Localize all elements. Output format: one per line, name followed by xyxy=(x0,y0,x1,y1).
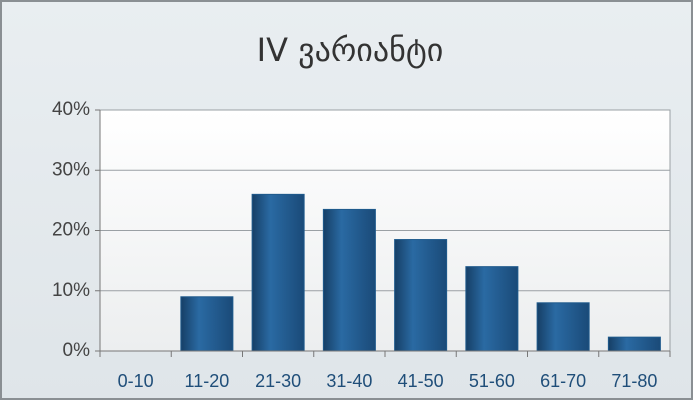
x-tick-label: 71-80 xyxy=(611,371,657,391)
x-tick-label: 41-50 xyxy=(398,371,444,391)
bar xyxy=(322,208,376,352)
bar xyxy=(465,266,519,352)
x-tick-label: 61-70 xyxy=(540,371,586,391)
y-tick-label: 0% xyxy=(63,340,91,361)
y-tick-label: 30% xyxy=(52,159,90,180)
x-tick-label: 31-40 xyxy=(326,371,372,391)
bar xyxy=(607,336,661,352)
x-tick-label: 51-60 xyxy=(469,371,515,391)
y-tick-label: 40% xyxy=(52,99,90,120)
bar xyxy=(394,239,448,352)
bar xyxy=(536,302,590,352)
x-tick-label: 21-30 xyxy=(255,371,301,391)
chart-title: IV ვარიანტი xyxy=(257,31,444,69)
y-tick-label: 10% xyxy=(52,280,90,301)
bar xyxy=(180,296,234,352)
bar xyxy=(251,193,305,352)
y-tick-label: 20% xyxy=(52,220,90,241)
x-tick-label: 11-20 xyxy=(185,371,230,391)
x-tick-label: 0-10 xyxy=(118,371,154,391)
